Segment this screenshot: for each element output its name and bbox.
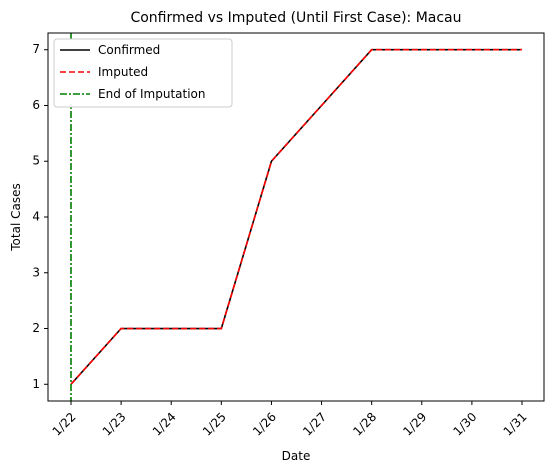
y-tick-label: 1 <box>32 377 40 391</box>
x-tick-label: 1/25 <box>200 410 229 439</box>
y-tick-label: 2 <box>32 321 40 335</box>
x-tick-label: 1/31 <box>501 410 530 439</box>
x-tick-label: 1/29 <box>400 410 429 439</box>
x-axis-label: Date <box>282 449 311 463</box>
x-tick-label: 1/26 <box>250 410 279 439</box>
y-tick-label: 7 <box>32 42 40 56</box>
y-tick-label: 5 <box>32 154 40 168</box>
legend-label-imputed: Imputed <box>98 65 148 79</box>
y-axis-label: Total Cases <box>9 183 23 251</box>
legend-box <box>53 38 233 108</box>
legend-label-confirmed: Confirmed <box>98 43 160 57</box>
x-tick-label: 1/30 <box>451 410 480 439</box>
legend: Confirmed Imputed End of Imputation <box>53 38 233 108</box>
legend-label-end-of-imputation: End of Imputation <box>98 87 206 101</box>
y-tick-label: 3 <box>32 265 40 279</box>
chart-title: Confirmed vs Imputed (Until First Case):… <box>130 10 461 26</box>
y-axis: 1 2 3 4 5 6 7 <box>32 42 48 391</box>
y-tick-label: 6 <box>32 98 40 112</box>
y-tick-label: 4 <box>32 210 40 224</box>
x-tick-label: 1/22 <box>50 410 79 439</box>
x-axis: 1/22 1/23 1/24 1/25 1/26 1/27 1/28 1/29 1/30 1/31 <box>50 401 530 439</box>
x-tick-label: 1/27 <box>300 410 329 439</box>
x-tick-label: 1/24 <box>150 410 179 439</box>
x-tick-label: 1/23 <box>100 410 129 439</box>
series-line-imputed <box>70 48 522 385</box>
x-tick-label: 1/28 <box>350 410 379 439</box>
